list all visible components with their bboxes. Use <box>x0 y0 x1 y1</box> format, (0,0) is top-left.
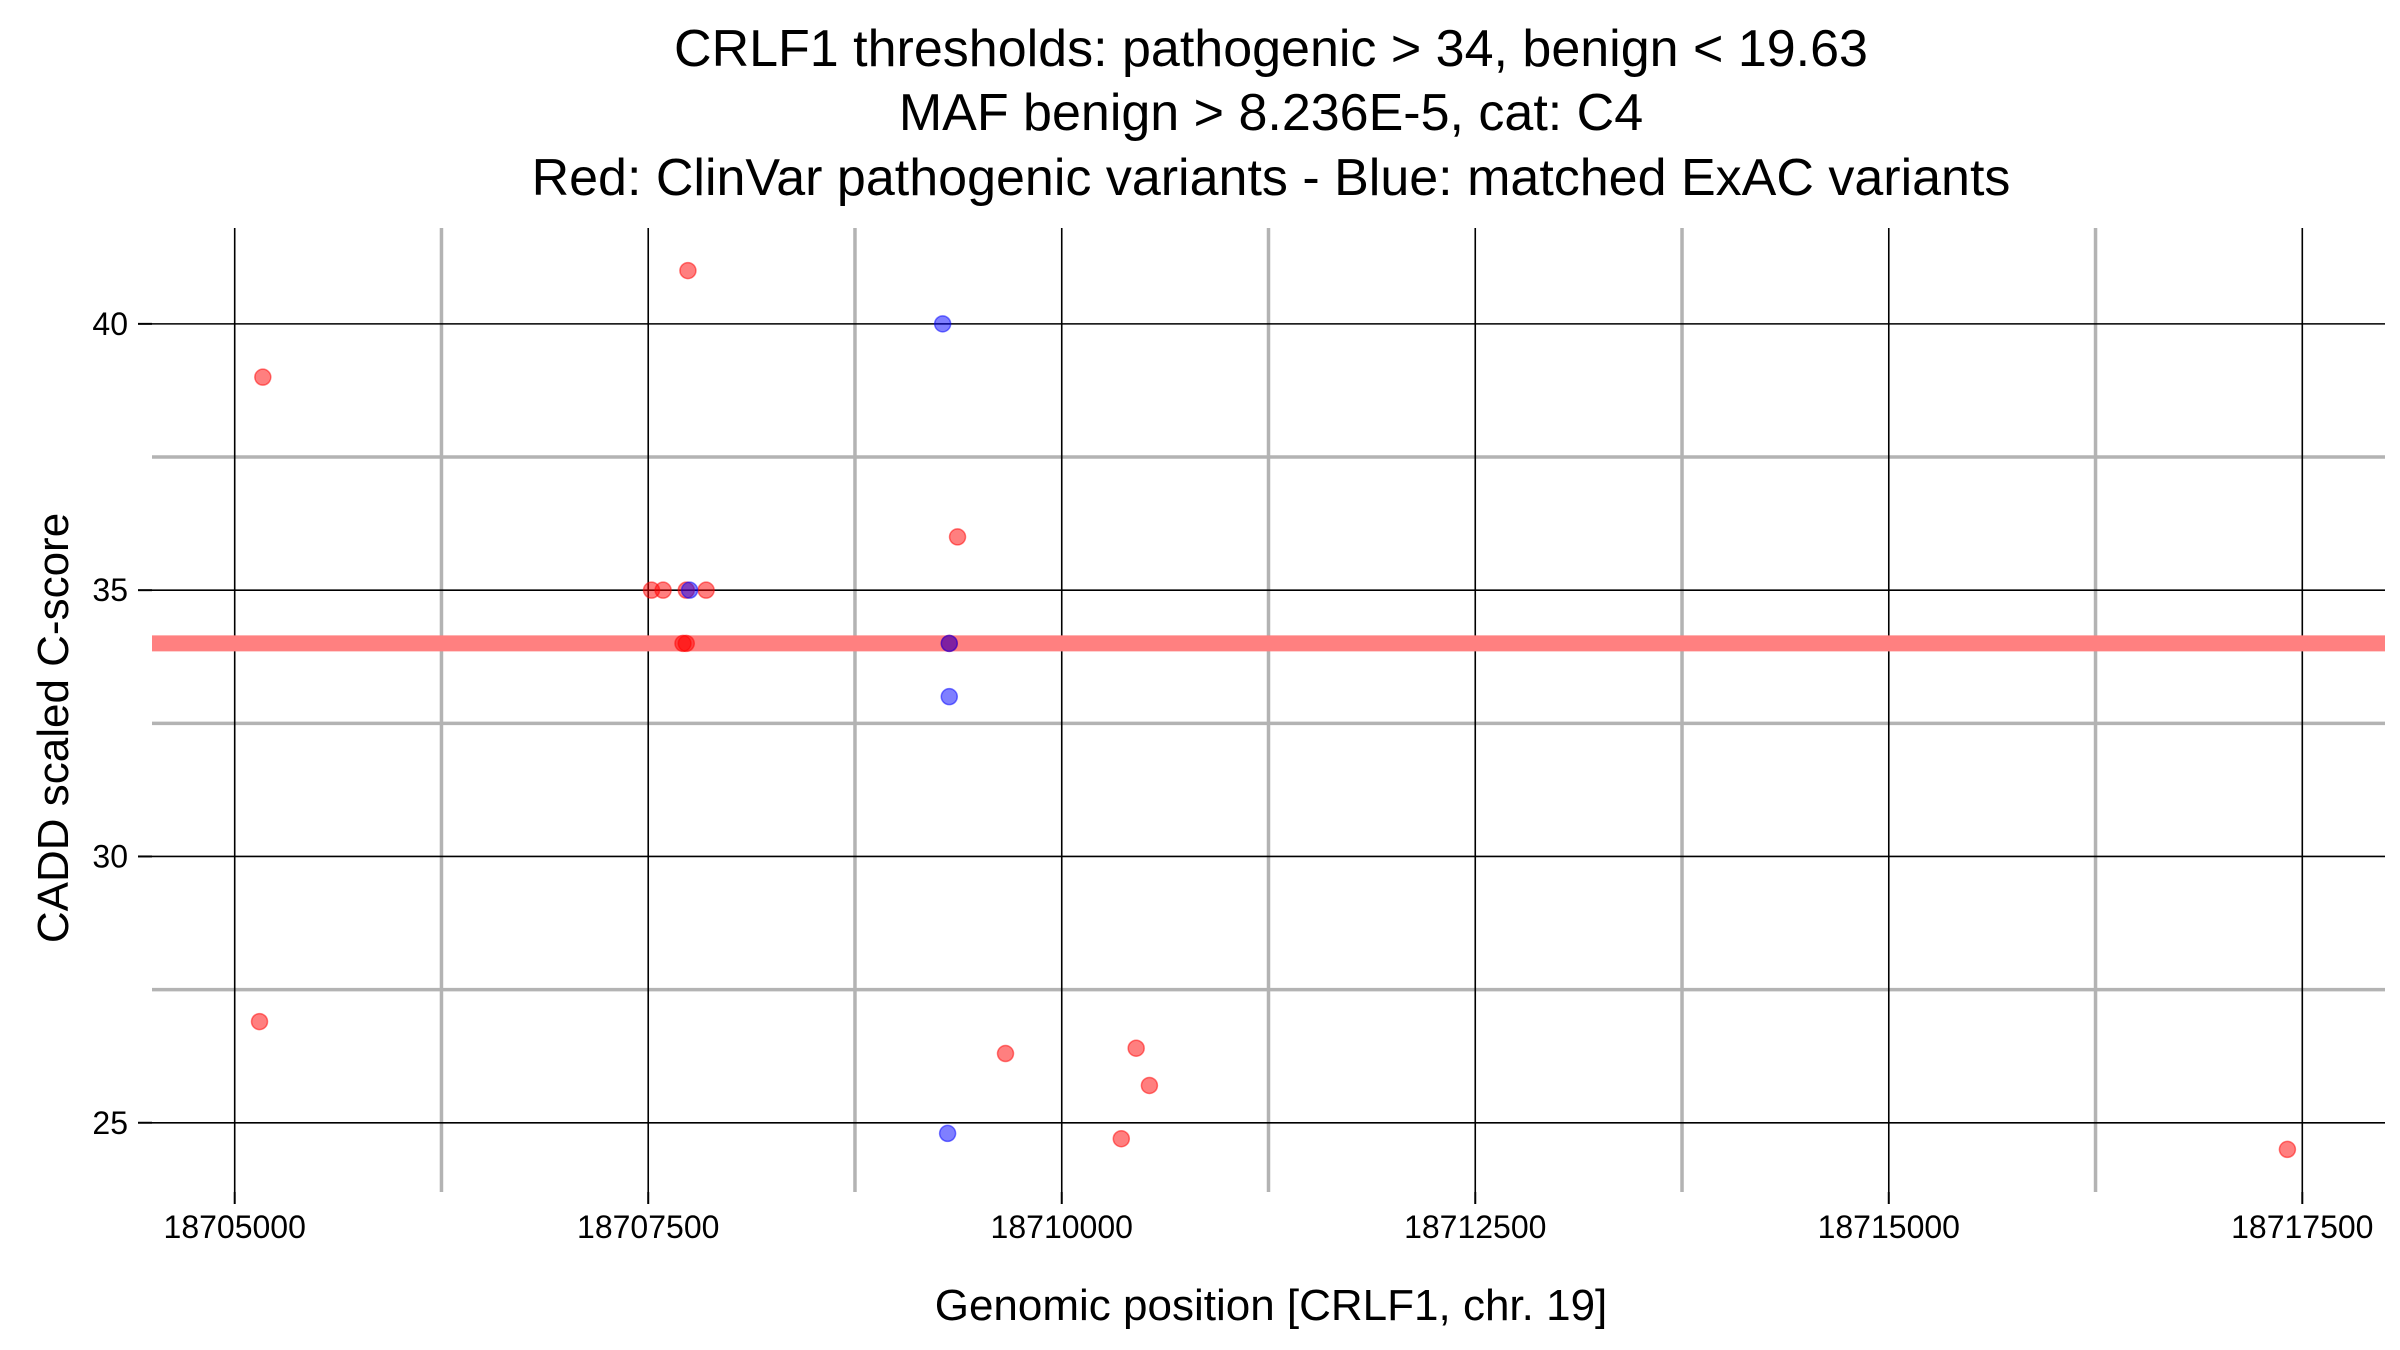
y-tick-label: 30 <box>92 838 128 874</box>
exac-point <box>680 581 699 599</box>
clinvar-point <box>677 634 696 653</box>
title-line-3: Red: ClinVar pathogenic variants - Blue:… <box>532 149 2011 207</box>
y-axis-label: CADD scaled C-score <box>29 513 78 943</box>
exac-point <box>933 315 952 333</box>
clinvar-point <box>254 368 272 386</box>
x-tick-label: 18707500 <box>577 1209 719 1245</box>
series-clinvar-pathogenic <box>250 261 2297 1159</box>
y-tick-label: 25 <box>92 1105 128 1141</box>
clinvar-point <box>2278 1140 2297 1159</box>
clinvar-point <box>250 1012 269 1031</box>
exac-point <box>938 1124 957 1143</box>
x-axis-ticks: 18705000 18707500 18710000 18712500 18715000… <box>164 1192 2373 1245</box>
y-axis-ticks: 25 30 35 40 <box>92 306 152 1141</box>
title-line-1: CRLF1 thresholds: pathogenic > 34, benig… <box>674 20 1868 78</box>
x-tick-label: 18717500 <box>2231 1209 2373 1245</box>
clinvar-point <box>654 581 672 599</box>
clinvar-point <box>996 1044 1015 1063</box>
x-tick-label: 18710000 <box>991 1209 1133 1245</box>
chart-title: CRLF1 thresholds: pathogenic > 34, benig… <box>532 20 2011 207</box>
x-tick-label: 18715000 <box>1818 1209 1960 1245</box>
x-axis-label: Genomic position [CRLF1, chr. 19] <box>935 1281 1608 1330</box>
x-tick-label: 18705000 <box>164 1209 306 1245</box>
clinvar-point <box>948 528 967 546</box>
minor-gridlines <box>152 228 2385 1192</box>
clinvar-point <box>1140 1076 1159 1095</box>
clinvar-point <box>679 261 697 280</box>
clinvar-point <box>697 581 715 599</box>
series-matched-exac <box>680 315 959 1143</box>
x-tick-label: 18712500 <box>1404 1209 1546 1245</box>
y-tick-label: 40 <box>92 306 128 342</box>
exac-point <box>940 634 959 653</box>
y-tick-label: 35 <box>92 572 128 608</box>
data-points <box>250 261 2297 1159</box>
major-gridlines <box>152 228 2385 1192</box>
clinvar-point <box>1127 1039 1145 1057</box>
exac-point <box>940 687 959 706</box>
title-line-2: MAF benign > 8.236E-5, cat: C4 <box>899 84 1643 142</box>
clinvar-point <box>1112 1129 1131 1148</box>
